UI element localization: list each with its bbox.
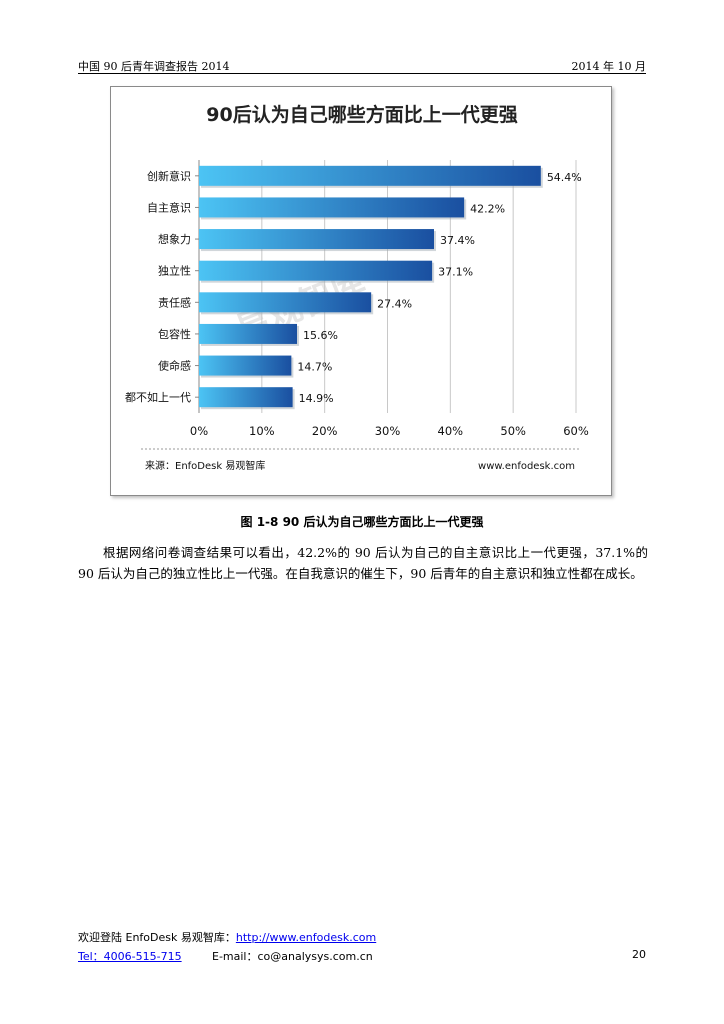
x-tick-label: 20%	[312, 424, 338, 438]
x-tick-label: 0%	[190, 424, 208, 438]
chart-title: 90后认为自己哪些方面比上一代更强	[206, 103, 517, 126]
footer-welcome: 欢迎登陆 EnfoDesk 易观智库：	[78, 931, 236, 944]
value-label: 15.6%	[303, 329, 338, 342]
value-label: 14.9%	[299, 392, 334, 405]
figure-caption: 图 1-8 90 后认为自己哪些方面比上一代更强	[240, 515, 484, 529]
bar	[199, 323, 298, 344]
page-number: 20	[632, 948, 646, 961]
value-label: 37.4%	[440, 234, 475, 247]
chart-frame: 易观智库 90后认为自己哪些方面比上一代更强 创新意识自主意识想象力独立性责任感…	[110, 86, 612, 496]
category-label: 使命感	[158, 359, 191, 373]
header-rule	[78, 73, 646, 74]
value-label: 14.7%	[297, 361, 332, 374]
value-label: 42.2%	[470, 202, 505, 215]
chart-website: www.enfodesk.com	[478, 461, 575, 472]
page-header: 中国 90 后青年调查报告 2014 2014 年 10 月	[78, 58, 646, 74]
bar	[199, 292, 372, 313]
x-tick-label: 60%	[563, 424, 589, 438]
x-tick-label: 40%	[438, 424, 464, 438]
category-label: 想象力	[158, 232, 191, 246]
header-date: 2014 年 10 月	[571, 60, 646, 73]
chart-source: 来源：EnfoDesk 易观智库	[145, 459, 265, 472]
footer-site-link[interactable]: http://www.enfodesk.com	[235, 931, 377, 944]
body-paragraph: 根据网络问卷调查结果可以看出，42.2%的 90 后认为自己的自主意识比上一代更…	[78, 545, 648, 581]
chart-value-labels: 54.4% 42.2% 37.4% 37.1% 27.4% 15.6% 14.7% 14.9%	[297, 171, 581, 405]
footer-line-1: 欢迎登陆 EnfoDesk 易观智库：http://www.enfodesk.c…	[78, 929, 646, 945]
bar	[199, 260, 433, 281]
value-label: 54.4%	[547, 171, 582, 184]
category-label: 自主意识	[147, 200, 191, 214]
footer-email: E-mail：co@analysys.com.cn	[212, 950, 373, 963]
category-label: 责任感	[158, 296, 191, 309]
bar	[199, 197, 465, 218]
category-label: 创新意识	[147, 169, 191, 183]
bar	[199, 165, 541, 186]
bar	[199, 387, 293, 408]
category-label: 独立性	[158, 264, 191, 278]
footer-tel[interactable]: Tel：4006-515-715	[78, 950, 182, 963]
bar	[199, 355, 292, 376]
bar-chart: 易观智库 90后认为自己哪些方面比上一代更强 创新意识自主意识想象力独立性责任感…	[125, 103, 589, 472]
footer-line-2: Tel：4006-515-715 E-mail：co@analysys.com.…	[78, 948, 646, 964]
category-label: 都不如上一代	[125, 390, 191, 404]
header-report-title: 中国 90 后青年调查报告 2014	[78, 60, 230, 73]
x-tick-label: 10%	[249, 424, 275, 438]
value-label: 37.1%	[438, 266, 473, 279]
bar	[199, 229, 434, 250]
value-label: 27.4%	[377, 297, 412, 310]
category-label: 包容性	[158, 327, 191, 341]
chart-x-tick-labels: 0% 10% 20% 30% 40% 50% 60%	[190, 424, 589, 438]
x-tick-label: 30%	[375, 424, 401, 438]
chart-bars	[195, 165, 543, 410]
x-tick-label: 50%	[500, 424, 526, 438]
